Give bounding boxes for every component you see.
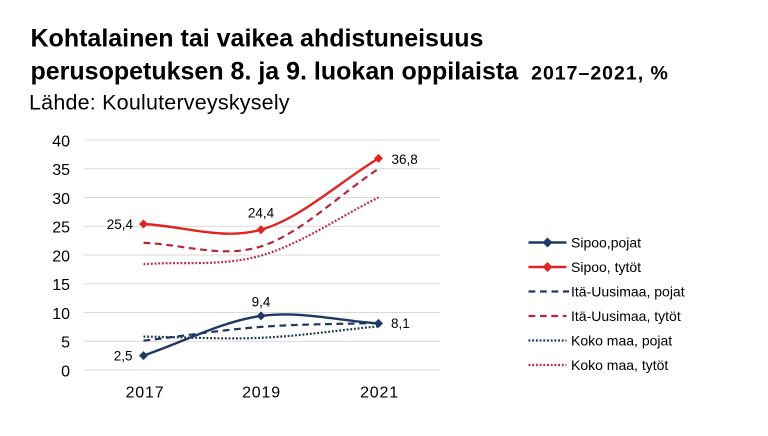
svg-text:9,4: 9,4 bbox=[252, 295, 271, 310]
svg-text:8,1: 8,1 bbox=[391, 316, 410, 331]
svg-text:Sipoo,pojat: Sipoo,pojat bbox=[571, 234, 641, 250]
svg-text:36,8: 36,8 bbox=[392, 152, 418, 167]
svg-text:25: 25 bbox=[52, 220, 70, 237]
svg-text:35: 35 bbox=[52, 162, 70, 179]
svg-text:25,4: 25,4 bbox=[107, 217, 134, 232]
svg-text:24,4: 24,4 bbox=[248, 206, 275, 221]
svg-text:10: 10 bbox=[52, 306, 70, 323]
svg-text:2019: 2019 bbox=[242, 385, 281, 402]
svg-text:30: 30 bbox=[52, 191, 70, 208]
svg-text:5: 5 bbox=[61, 335, 70, 352]
svg-text:40: 40 bbox=[52, 133, 70, 150]
svg-text:2021: 2021 bbox=[360, 385, 399, 402]
svg-text:Kohtalainen tai vaikea ahdistu: Kohtalainen tai vaikea ahdistuneisuus bbox=[31, 25, 484, 53]
svg-text:Itä-Uusimaa, tytöt: Itä-Uusimaa, tytöt bbox=[571, 308, 681, 324]
svg-text:20: 20 bbox=[52, 248, 70, 265]
svg-text:15: 15 bbox=[52, 277, 70, 294]
svg-text:Itä-Uusimaa, pojat: Itä-Uusimaa, pojat bbox=[571, 283, 685, 299]
svg-text:0: 0 bbox=[61, 363, 70, 380]
svg-text:Lähde: Kouluterveyskysely: Lähde: Kouluterveyskysely bbox=[29, 91, 290, 115]
svg-text:Sipoo, tytöt: Sipoo, tytöt bbox=[571, 259, 641, 275]
svg-text:Koko maa, pojat: Koko maa, pojat bbox=[571, 332, 672, 348]
svg-text:2017: 2017 bbox=[126, 385, 165, 402]
svg-text:Koko maa, tytöt: Koko maa, tytöt bbox=[571, 357, 668, 373]
svg-text:2,5: 2,5 bbox=[114, 348, 133, 363]
svg-text:perusopetuksen 8. ja 9. luokan: perusopetuksen 8. ja 9. luokan oppilaist… bbox=[31, 58, 669, 86]
